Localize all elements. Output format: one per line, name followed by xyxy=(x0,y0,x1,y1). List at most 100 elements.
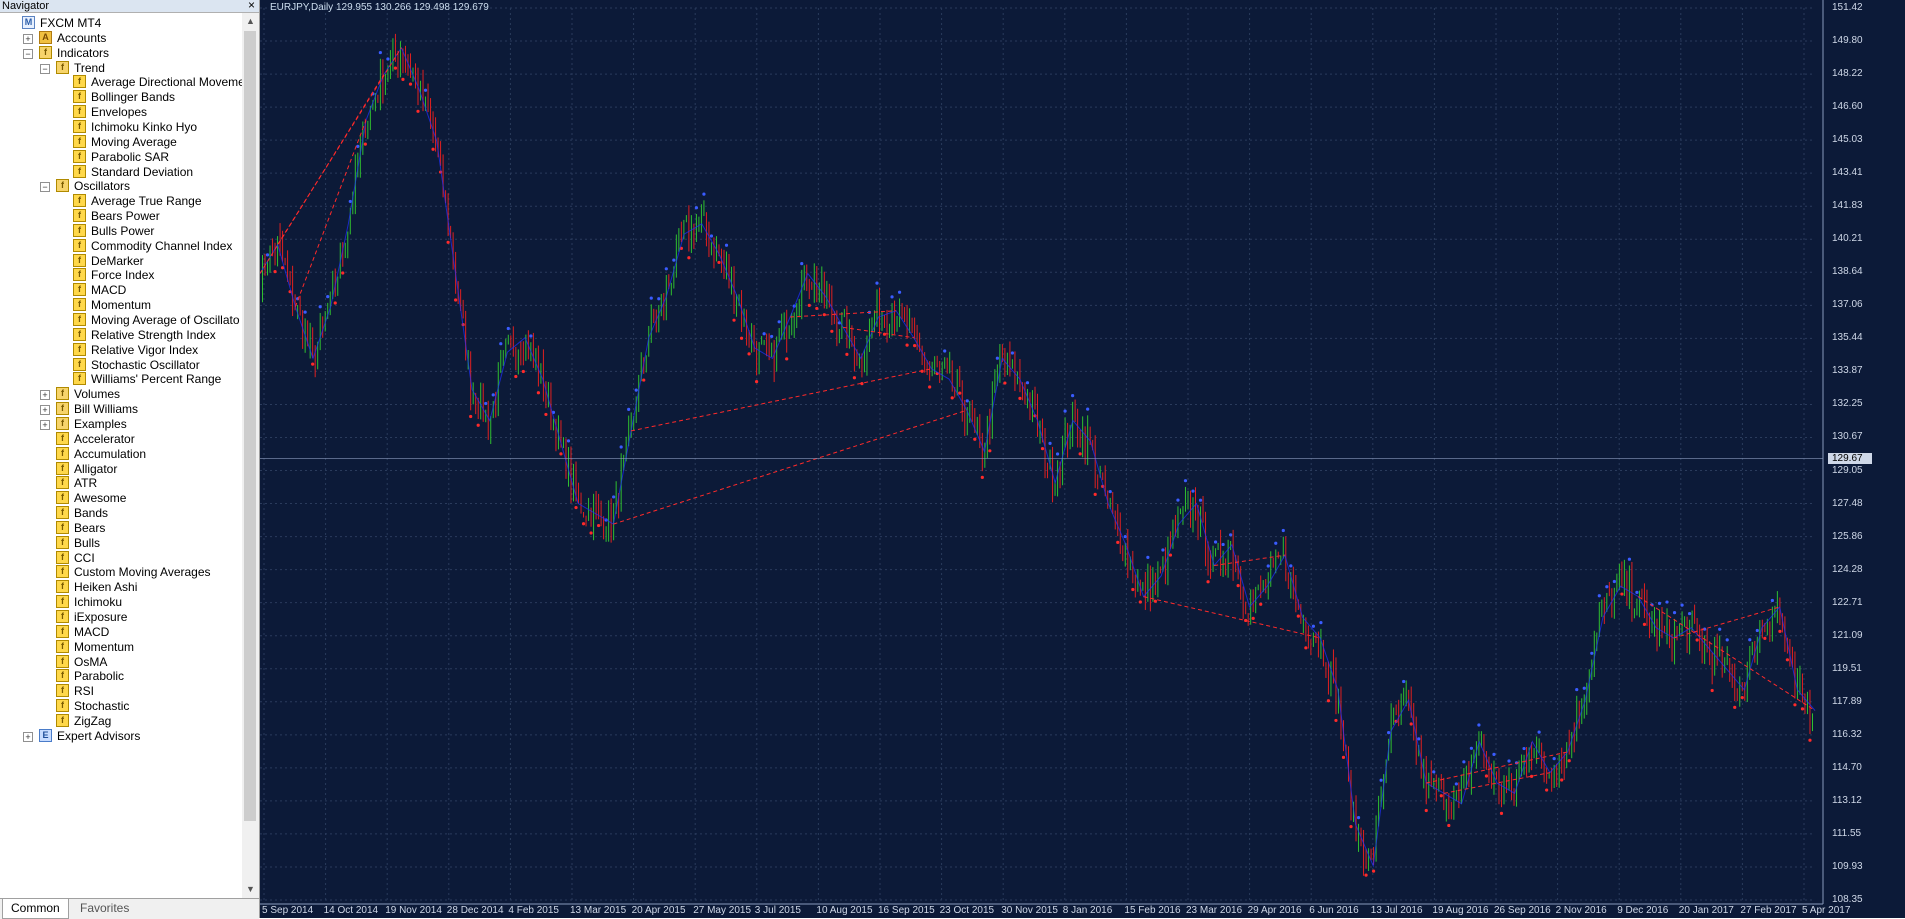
tree-item[interactable]: f Bulls xyxy=(0,534,242,552)
tree-item[interactable]: f Parabolic xyxy=(0,667,242,685)
signal-dot xyxy=(1710,688,1714,693)
tree-item[interactable]: f Custom Moving Averages xyxy=(0,563,242,581)
tree-item[interactable]: f Accumulation xyxy=(0,445,242,463)
tree-item[interactable]: f iExposure xyxy=(0,608,242,626)
signal-dot xyxy=(958,391,962,395)
scroll-down-arrow-icon[interactable]: ▼ xyxy=(246,884,255,894)
tree-item[interactable]: f Momentum xyxy=(0,638,242,656)
tree-item[interactable]: + f Bill Williams xyxy=(0,400,242,418)
expand-icon[interactable]: + xyxy=(23,33,33,44)
signal-dot xyxy=(800,262,804,266)
signal-dot xyxy=(574,506,578,510)
signal-dot xyxy=(1499,811,1504,815)
tab-favorites[interactable]: Favorites xyxy=(80,901,130,915)
dashed-trend-line xyxy=(790,310,897,318)
indicator-icon: f xyxy=(73,119,86,133)
signal-dot xyxy=(514,374,518,379)
tree-item[interactable]: f Heiken Ashi xyxy=(0,578,242,596)
signal-dot xyxy=(1612,579,1616,584)
tree-item[interactable]: f OsMA xyxy=(0,653,242,671)
tree-item[interactable]: f Momentum xyxy=(0,296,242,314)
chart-canvas[interactable] xyxy=(260,0,1905,918)
custom-indicator-icon: f xyxy=(56,461,69,475)
tree-item[interactable]: f Force Index xyxy=(0,266,242,284)
tree-item[interactable]: − f Trend xyxy=(0,59,242,77)
scrollbar-thumb[interactable] xyxy=(244,31,256,821)
tree-item[interactable]: f ZigZag xyxy=(0,712,242,730)
time-tick-label: 29 Apr 2016 xyxy=(1247,905,1302,916)
collapse-icon[interactable]: − xyxy=(23,48,33,59)
time-tick-label: 23 Mar 2016 xyxy=(1186,905,1243,916)
signal-dot xyxy=(1349,825,1353,829)
signal-dot xyxy=(1484,774,1489,778)
tree-item[interactable]: f Bears xyxy=(0,519,242,537)
tree-item[interactable]: f Relative Strength Index xyxy=(0,326,242,344)
tree-item[interactable]: f Parabolic SAR xyxy=(0,148,242,166)
tree-item[interactable]: f Stochastic xyxy=(0,697,242,715)
signal-dot xyxy=(499,342,503,346)
custom-indicator-icon: f xyxy=(56,446,69,460)
tree-item[interactable]: + f Examples xyxy=(0,415,242,433)
price-tick-label: 111.55 xyxy=(1832,827,1862,839)
tree-item[interactable]: f DeMarker xyxy=(0,252,242,270)
tree-item[interactable]: f Relative Vigor Index xyxy=(0,341,242,359)
signal-dot xyxy=(619,445,623,449)
price-tick-label: 124.28 xyxy=(1832,563,1863,575)
tree-item[interactable]: f Ichimoku Kinko Hyo xyxy=(0,118,242,136)
collapse-icon[interactable]: − xyxy=(40,182,50,193)
collapse-icon[interactable]: − xyxy=(40,63,50,74)
expand-icon[interactable]: + xyxy=(23,731,33,742)
signal-dot xyxy=(1138,600,1142,604)
tree-item[interactable]: f Envelopes xyxy=(0,103,242,121)
tree-item[interactable]: M FXCM MT4 xyxy=(0,14,242,32)
expand-icon[interactable]: + xyxy=(40,390,50,401)
tab-common[interactable]: Common xyxy=(2,899,69,919)
tree-item[interactable]: f Bollinger Bands xyxy=(0,88,242,106)
tree-item[interactable]: f ATR xyxy=(0,474,242,492)
tree-item-label: Alligator xyxy=(74,461,118,476)
tree-item[interactable]: f Moving Average of Oscillato xyxy=(0,311,242,329)
price-tick-label: 137.06 xyxy=(1832,299,1863,311)
scroll-up-arrow-icon[interactable]: ▲ xyxy=(246,16,255,26)
tree-item-label: Moving Average xyxy=(91,134,177,149)
tree-item[interactable]: f Commodity Channel Index xyxy=(0,237,242,255)
signal-dot xyxy=(1695,638,1699,642)
close-icon[interactable]: × xyxy=(247,0,255,12)
tree-item[interactable]: − f Indicators xyxy=(0,44,242,62)
tree-item[interactable]: f MACD xyxy=(0,623,242,641)
price-tick-label: 122.71 xyxy=(1832,596,1863,608)
tree-item[interactable]: f Williams' Percent Range xyxy=(0,370,242,388)
tree-item[interactable]: f Alligator xyxy=(0,460,242,478)
tree-item[interactable]: f Average True Range xyxy=(0,192,242,210)
tree-item[interactable]: f Average Directional Moveme xyxy=(0,73,242,91)
vertical-scrollbar[interactable]: ▲ ▼ xyxy=(242,13,259,898)
price-chart[interactable]: EURJPY,Daily 129.955 130.266 129.498 129… xyxy=(260,0,1905,918)
tree-item[interactable]: f MACD xyxy=(0,281,242,299)
signal-dot xyxy=(356,144,360,149)
tree-item[interactable]: f Bears Power xyxy=(0,207,242,225)
tree-item[interactable]: + E Expert Advisors xyxy=(0,727,242,745)
tree-item[interactable]: f Bulls Power xyxy=(0,222,242,240)
indicator-icon: f xyxy=(73,209,86,223)
signal-dot xyxy=(1657,601,1662,605)
signal-dot xyxy=(1198,498,1203,502)
tree-item[interactable]: f Accelerator xyxy=(0,430,242,448)
tree-item[interactable]: f Awesome xyxy=(0,489,242,507)
tree-item[interactable]: f RSI xyxy=(0,682,242,700)
tree-item-label: Oscillators xyxy=(74,179,131,194)
tree-item[interactable]: f Ichimoku xyxy=(0,593,242,611)
tree-item[interactable]: f Moving Average xyxy=(0,133,242,151)
tree-item[interactable]: f Stochastic Oscillator xyxy=(0,356,242,374)
signal-dot xyxy=(965,399,969,403)
tree-item[interactable]: + A Accounts xyxy=(0,29,242,47)
time-tick-label: 20 Apr 2015 xyxy=(631,905,686,916)
time-tick-label: 15 Feb 2016 xyxy=(1124,905,1181,916)
tree-item[interactable]: f Bands xyxy=(0,504,242,522)
tree-item[interactable]: f Standard Deviation xyxy=(0,163,242,181)
expand-icon[interactable]: + xyxy=(40,405,50,416)
tree-item[interactable]: − f Oscillators xyxy=(0,177,242,195)
signal-dot xyxy=(1733,705,1737,709)
expand-icon[interactable]: + xyxy=(40,419,50,430)
tree-item[interactable]: + f Volumes xyxy=(0,385,242,403)
tree-item[interactable]: f CCI xyxy=(0,549,242,567)
